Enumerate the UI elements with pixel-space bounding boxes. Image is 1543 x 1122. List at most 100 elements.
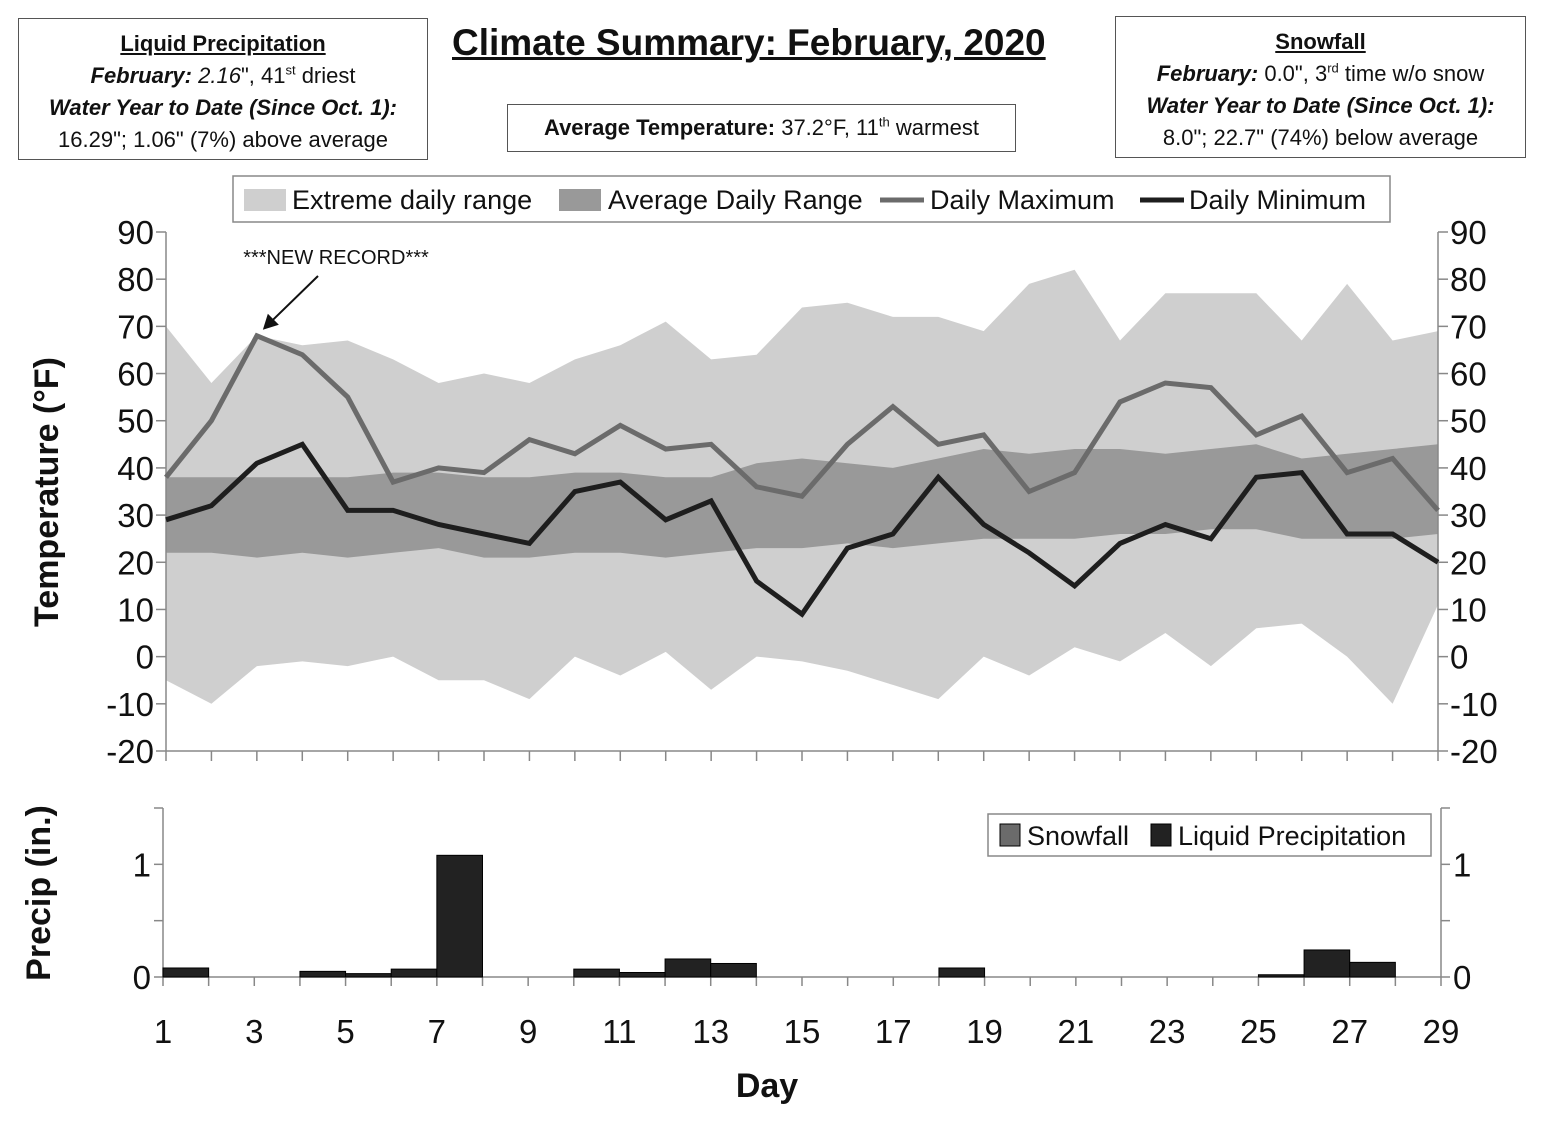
snow-month-value: 0.0", 3 (1258, 61, 1328, 86)
legend-label-daily-minimum: Daily Minimum (1189, 185, 1366, 215)
legend-label-snowfall: Snowfall (1027, 821, 1129, 851)
temp-y-tick-label-left: 80 (117, 261, 154, 298)
liquid-precip-bar (1349, 961, 1396, 978)
liquid-precip-bar (664, 958, 712, 978)
page-title: Climate Summary: February, 2020 (452, 22, 1046, 63)
liquid-precip-bar (1303, 949, 1351, 978)
temp-y-tick-label-right: -10 (1450, 686, 1498, 723)
precip-y-tick-label-right: 0 (1453, 959, 1471, 996)
day-tick-label: 5 (336, 1013, 354, 1050)
day-tick-label: 9 (519, 1013, 537, 1050)
liquid-precipitation-summary: Liquid Precipitation February: 2.16", 41… (18, 18, 428, 160)
precip-legend: Snowfall Liquid Precipitation (987, 813, 1432, 857)
precip-legend-frame (987, 813, 1432, 857)
liquid-wytd-value: 16.29"; 1.06" (7%) above average (58, 127, 388, 152)
liquid-month-label: February: (90, 63, 192, 88)
legend-label-extreme-daily-range: Extreme daily range (292, 185, 532, 215)
average-temperature-summary: Average Temperature: 37.2°F, 11th warmes… (507, 104, 1016, 152)
liquid-precip-bar (1257, 974, 1305, 978)
liquid-precip-bar (618, 971, 666, 978)
temp-y-tick-label-left: 40 (117, 450, 154, 487)
daily-maximum-line (164, 332, 1440, 513)
liquid-precip-bar (938, 967, 986, 978)
temp-y-tick-label-left: -10 (106, 686, 154, 723)
liquid-month-rank-suffix: st (285, 62, 296, 78)
day-axis-title: Day (736, 1067, 798, 1105)
liquid-month-line: February: 2.16", 41st driest (19, 60, 427, 92)
day-tick-label: 29 (1423, 1013, 1460, 1050)
temp-y-tick-label-right: -20 (1450, 733, 1498, 770)
temp-y-tick-label-left: 20 (117, 544, 154, 581)
legend-label-daily-maximum: Daily Maximum (930, 185, 1115, 215)
temp-y-tick-label-left: 10 (117, 591, 154, 628)
liquid-precip-bar (345, 973, 392, 978)
day-tick-label: 3 (245, 1013, 263, 1050)
temp-y-tick-label-left: 30 (117, 497, 154, 534)
average-range-band (166, 444, 1438, 558)
day-tick-label: 19 (966, 1013, 1003, 1050)
temp-y-tick-label-right: 90 (1450, 214, 1487, 251)
day-tick-label: 11 (602, 1013, 636, 1050)
snow-heading: Snowfall (1275, 29, 1366, 54)
precip-y-tick-label-right: 1 (1453, 846, 1471, 883)
liquid-month-value: 2.16 (198, 63, 241, 88)
precip-y-tick-label-left: 0 (133, 959, 151, 996)
day-tick-label: 1 (154, 1013, 172, 1050)
temperature-plot: Extreme daily range Average Daily Range Da… (28, 175, 1498, 770)
temp-y-tick-label-right: 80 (1450, 261, 1487, 298)
avg-temp-value: 37.2°F, 11 (775, 115, 879, 140)
record-arrow-shaft (268, 275, 319, 325)
liquid-precip-bar (390, 968, 438, 978)
temp-y-tick-label-right: 70 (1450, 308, 1487, 345)
legend-label-liquid: Liquid Precipitation (1178, 821, 1406, 851)
day-tick-label: 7 (428, 1013, 446, 1050)
legend-swatch-liquid (1150, 823, 1172, 847)
legend-swatch-snowfall (999, 823, 1021, 847)
legend-frame (232, 175, 1391, 223)
temp-y-tick-label-right: 0 (1450, 639, 1468, 676)
temp-y-tick-label-right: 30 (1450, 497, 1487, 534)
record-arrow-head (262, 313, 279, 330)
day-tick-label: 17 (875, 1013, 912, 1050)
day-tick-label: 25 (1240, 1013, 1277, 1050)
snow-wytd-label: Water Year to Date (Since Oct. 1): (1146, 93, 1495, 118)
temp-y-tick-label-left: 50 (117, 403, 154, 440)
avg-temp-label: Average Temperature: (544, 115, 776, 140)
liquid-precip-bar (436, 854, 484, 978)
liquid-precip-bar (162, 967, 210, 978)
liquid-precip-bar (710, 962, 757, 978)
snow-month-tail: time w/o snow (1338, 61, 1485, 86)
temperature-axis-title: Temperature (°F) (28, 357, 66, 627)
legend-swatch-extreme-daily-range (244, 189, 286, 211)
temperature-legend: Extreme daily range Average Daily Range Da… (232, 175, 1391, 223)
avg-temp-suffix: th (878, 114, 890, 130)
temp-y-tick-label-left: 0 (136, 639, 154, 676)
daily-minimum-line (165, 441, 1440, 618)
liquid-precip-bar (299, 970, 347, 978)
day-tick-label: 13 (692, 1013, 729, 1050)
snow-month-label: February: (1156, 61, 1259, 86)
liquid-heading: Liquid Precipitation (120, 31, 326, 56)
temp-y-tick-label-right: 10 (1450, 591, 1487, 628)
precip-y-tick-label-left: 1 (133, 846, 151, 883)
temp-y-tick-label-right: 50 (1450, 403, 1487, 440)
temp-y-tick-label-right: 40 (1450, 450, 1487, 487)
record-annotation: ***NEW RECORD*** (243, 247, 429, 269)
temp-y-tick-label-left: 60 (117, 356, 154, 393)
day-tick-label: 15 (784, 1013, 821, 1050)
temp-y-tick-label-left: 90 (117, 214, 154, 251)
snow-month-line: February: 0.0", 3rd time w/o snow (1116, 58, 1525, 90)
liquid-wytd-label: Water Year to Date (Since Oct. 1): (48, 95, 398, 120)
liquid-month-rank-tail: driest (295, 63, 356, 88)
snow-wytd-value: 8.0"; 22.7" (74%) below average (1162, 125, 1479, 150)
snowfall-summary: Snowfall February: 0.0", 3rd time w/o sn… (1115, 16, 1526, 158)
temp-y-tick-label-right: 60 (1450, 356, 1487, 393)
liquid-month-rank: ", 41 (240, 63, 286, 88)
temp-y-tick-label-right: 20 (1450, 544, 1487, 581)
legend-label-average-daily-range: Average Daily Range (608, 185, 863, 215)
day-tick-label: 21 (1057, 1013, 1094, 1050)
day-tick-label: 23 (1149, 1013, 1186, 1050)
avg-temp-tail: warmest (889, 115, 979, 140)
day-tick-label: 27 (1331, 1013, 1368, 1050)
